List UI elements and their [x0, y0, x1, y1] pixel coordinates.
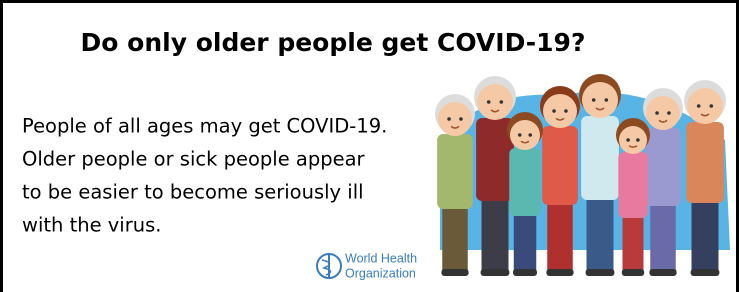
person-shoe: [649, 269, 676, 276]
person-eye: [605, 98, 609, 102]
body-line: with the virus.: [22, 214, 161, 237]
person-body: [509, 148, 541, 216]
body-line: to be easier to become seriously ill: [22, 181, 364, 204]
body-line: People of all ages may get COVID-19.: [22, 115, 387, 138]
person-legs: [547, 201, 573, 270]
person-eye: [697, 104, 701, 108]
person-eye: [626, 138, 630, 142]
person-eye: [636, 138, 640, 142]
person-legs: [442, 205, 468, 270]
person-head: [477, 84, 513, 120]
logo-text: World Health: [345, 251, 417, 265]
person-head: [646, 96, 680, 130]
person-body: [686, 122, 724, 203]
person-eye: [447, 117, 451, 121]
infographic: Do only older people get COVID-19? Peopl…: [0, 0, 739, 292]
person-head: [687, 88, 723, 124]
person-legs: [482, 197, 509, 270]
person-eye: [552, 109, 556, 113]
person-eye: [710, 104, 714, 108]
person-body: [645, 128, 681, 206]
person-legs: [587, 196, 614, 270]
title: Do only older people get COVID-19?: [81, 28, 586, 57]
person-eye: [518, 133, 522, 137]
person-shoe: [546, 269, 573, 276]
person-eye: [655, 111, 659, 115]
body-line: Older people or sick people appear: [22, 148, 366, 171]
person-shoe: [441, 269, 468, 276]
logo-text: Organization: [345, 266, 416, 280]
person-body: [542, 126, 578, 205]
person-body: [437, 134, 473, 209]
person-eye: [500, 100, 504, 104]
person-head: [438, 102, 472, 136]
person-shoe: [481, 269, 510, 276]
person-legs: [514, 212, 537, 270]
person-eye: [592, 98, 596, 102]
person-head: [619, 126, 647, 154]
person-shoe: [586, 269, 615, 276]
person-head: [510, 120, 540, 150]
person-shoe: [691, 269, 720, 276]
person-body: [581, 116, 619, 200]
person-eye: [564, 109, 568, 113]
person-body: [618, 152, 647, 218]
person-eye: [487, 100, 491, 104]
person-head: [543, 94, 577, 128]
person-legs: [692, 199, 719, 270]
person-eye: [667, 111, 671, 115]
person-shoe: [513, 269, 537, 276]
person-eye: [459, 117, 463, 121]
person-legs: [650, 202, 676, 270]
people-illustration: [435, 74, 730, 276]
person-eye: [528, 133, 532, 137]
person-head: [582, 82, 618, 118]
person-shoe: [622, 269, 644, 276]
person-legs: [623, 214, 644, 270]
